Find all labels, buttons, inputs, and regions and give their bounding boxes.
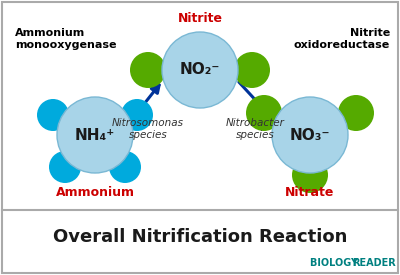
Circle shape bbox=[121, 99, 153, 131]
Text: NO₃⁻: NO₃⁻ bbox=[290, 128, 330, 142]
Text: Nitrate: Nitrate bbox=[285, 186, 335, 199]
Text: READER: READER bbox=[352, 258, 396, 268]
Circle shape bbox=[162, 32, 238, 108]
Text: Ammonium: Ammonium bbox=[56, 186, 134, 199]
Circle shape bbox=[109, 151, 141, 183]
Circle shape bbox=[57, 97, 133, 173]
Circle shape bbox=[37, 99, 69, 131]
Circle shape bbox=[272, 97, 348, 173]
Text: Nitrobacter
species: Nitrobacter species bbox=[226, 118, 284, 140]
Circle shape bbox=[246, 95, 282, 131]
Circle shape bbox=[338, 95, 374, 131]
Circle shape bbox=[130, 52, 166, 88]
Text: NO₂⁻: NO₂⁻ bbox=[180, 62, 220, 78]
Circle shape bbox=[292, 157, 328, 193]
Circle shape bbox=[234, 52, 270, 88]
Text: BIOLOGY: BIOLOGY bbox=[310, 258, 361, 268]
Text: Overall Nitrification Reaction: Overall Nitrification Reaction bbox=[53, 228, 347, 246]
Text: Nitrite: Nitrite bbox=[178, 12, 222, 25]
Circle shape bbox=[49, 151, 81, 183]
Text: Nitrite
oxidoreductase: Nitrite oxidoreductase bbox=[294, 28, 390, 50]
Text: NH₄⁺: NH₄⁺ bbox=[75, 128, 115, 142]
Text: Ammonium
monooxygenase: Ammonium monooxygenase bbox=[15, 28, 116, 50]
Text: Nitrosomonas
species: Nitrosomonas species bbox=[112, 118, 184, 140]
